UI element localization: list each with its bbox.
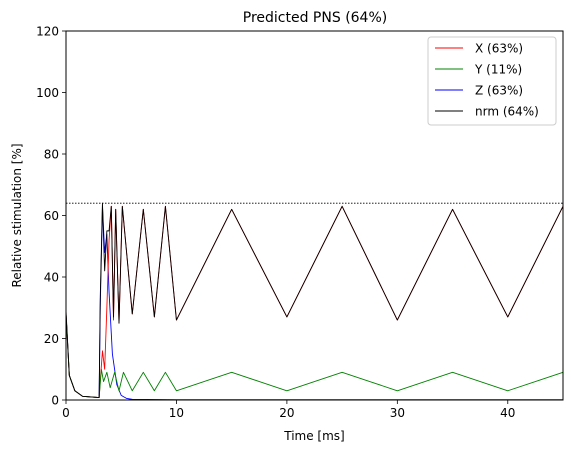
axis-ticks: 0 10 20 30 40 0 20 40 60 80 100 120 <box>36 25 515 421</box>
y-tick-label: 120 <box>36 25 59 39</box>
plot-area <box>65 202 564 401</box>
legend-label-1: X (63%) <box>475 42 523 56</box>
y-tick-label: 0 <box>51 394 59 408</box>
legend-label-3: Z (63%) <box>475 84 523 98</box>
legend-label-4: nrm (64%) <box>475 105 539 119</box>
legend-label-2: Y (11%) <box>474 63 522 77</box>
legend-box <box>427 36 557 126</box>
series-line-4 <box>65 202 564 398</box>
x-axis-label: Time [ms] <box>283 429 345 443</box>
x-tick-label: 20 <box>279 406 294 420</box>
x-tick-label: 40 <box>500 406 515 420</box>
chart-title: Predicted PNS (64%) <box>243 10 387 26</box>
y-tick-label: 60 <box>44 209 59 223</box>
x-tick-label: 30 <box>390 406 405 420</box>
legend: X (63%) Y (11%) Z (63%) nrm (64%) <box>427 36 557 126</box>
y-tick-label: 80 <box>44 148 59 162</box>
y-tick-label: 100 <box>36 86 59 100</box>
x-tick-label: 10 <box>169 406 184 420</box>
y-tick-label: 20 <box>44 332 59 346</box>
y-tick-label: 40 <box>44 271 59 285</box>
x-tick-label: 0 <box>62 406 70 420</box>
y-axis-label: Relative stimulation [%] <box>10 143 24 287</box>
